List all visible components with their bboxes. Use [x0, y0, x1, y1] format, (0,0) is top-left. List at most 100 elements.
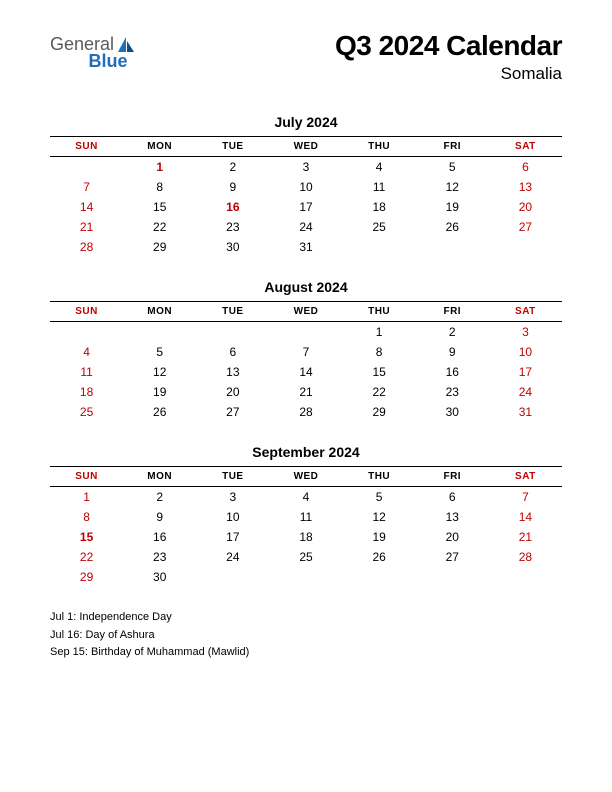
day-cell: 29 — [50, 567, 123, 587]
day-cell-empty — [269, 567, 342, 587]
day-cell: 25 — [50, 402, 123, 422]
page-title: Q3 2024 Calendar — [335, 30, 562, 62]
day-cell: 19 — [123, 382, 196, 402]
day-cell: 1 — [343, 322, 416, 343]
day-cell: 31 — [269, 237, 342, 257]
day-cell-empty — [123, 322, 196, 343]
day-header: SUN — [50, 302, 123, 322]
calendar-table: SUNMONTUEWEDTHUFRISAT1234567891011121314… — [50, 466, 562, 587]
day-cell: 26 — [123, 402, 196, 422]
day-cell: 11 — [269, 507, 342, 527]
day-cell: 2 — [123, 487, 196, 508]
day-cell: 7 — [50, 177, 123, 197]
day-cell-empty — [50, 157, 123, 178]
day-cell-empty — [343, 567, 416, 587]
day-cell: 14 — [269, 362, 342, 382]
day-cell: 30 — [416, 402, 489, 422]
day-cell: 30 — [196, 237, 269, 257]
day-header: SAT — [489, 302, 562, 322]
day-cell: 5 — [416, 157, 489, 178]
day-cell-empty — [269, 322, 342, 343]
day-cell: 10 — [489, 342, 562, 362]
day-cell: 15 — [50, 527, 123, 547]
day-cell: 16 — [196, 197, 269, 217]
title-block: Q3 2024 Calendar Somalia — [335, 30, 562, 84]
day-cell: 26 — [416, 217, 489, 237]
holiday-entry: Jul 16: Day of Ashura — [50, 627, 562, 645]
holiday-entry: Jul 1: Independence Day — [50, 609, 562, 627]
holiday-list: Jul 1: Independence DayJul 16: Day of As… — [50, 609, 562, 662]
day-cell: 15 — [343, 362, 416, 382]
day-cell: 22 — [123, 217, 196, 237]
day-cell-empty — [196, 322, 269, 343]
day-cell: 17 — [269, 197, 342, 217]
day-cell: 28 — [489, 547, 562, 567]
day-cell: 20 — [489, 197, 562, 217]
day-header: WED — [269, 137, 342, 157]
day-cell: 20 — [196, 382, 269, 402]
day-cell-empty — [196, 567, 269, 587]
day-header: FRI — [416, 137, 489, 157]
day-cell: 27 — [196, 402, 269, 422]
calendar-table: SUNMONTUEWEDTHUFRISAT1234567891011121314… — [50, 136, 562, 257]
day-cell: 8 — [50, 507, 123, 527]
day-cell: 4 — [343, 157, 416, 178]
day-cell: 19 — [343, 527, 416, 547]
page-subtitle: Somalia — [335, 64, 562, 84]
day-cell: 13 — [416, 507, 489, 527]
day-cell: 9 — [196, 177, 269, 197]
day-cell: 25 — [269, 547, 342, 567]
day-cell: 17 — [196, 527, 269, 547]
day-cell: 1 — [50, 487, 123, 508]
day-cell: 24 — [489, 382, 562, 402]
day-cell: 28 — [50, 237, 123, 257]
day-cell: 6 — [416, 487, 489, 508]
day-cell: 21 — [269, 382, 342, 402]
day-cell-empty — [489, 567, 562, 587]
day-header: THU — [343, 467, 416, 487]
calendar-table: SUNMONTUEWEDTHUFRISAT1234567891011121314… — [50, 301, 562, 422]
holiday-entry: Sep 15: Birthday of Muhammad (Mawlid) — [50, 644, 562, 662]
day-cell: 4 — [269, 487, 342, 508]
day-cell: 12 — [123, 362, 196, 382]
day-cell: 4 — [50, 342, 123, 362]
day-header: SAT — [489, 137, 562, 157]
day-cell: 3 — [489, 322, 562, 343]
day-cell: 16 — [416, 362, 489, 382]
day-cell: 6 — [196, 342, 269, 362]
day-cell: 2 — [416, 322, 489, 343]
day-cell: 3 — [196, 487, 269, 508]
logo: GeneralBlue — [50, 34, 136, 72]
day-header: MON — [123, 302, 196, 322]
day-cell: 1 — [123, 157, 196, 178]
day-cell: 29 — [343, 402, 416, 422]
day-cell: 24 — [269, 217, 342, 237]
day-header: WED — [269, 302, 342, 322]
day-cell-empty — [50, 322, 123, 343]
day-cell-empty — [489, 237, 562, 257]
day-cell: 20 — [416, 527, 489, 547]
day-cell: 19 — [416, 197, 489, 217]
day-cell: 11 — [50, 362, 123, 382]
day-cell: 14 — [50, 197, 123, 217]
day-cell: 28 — [269, 402, 342, 422]
day-cell: 9 — [416, 342, 489, 362]
day-header: MON — [123, 137, 196, 157]
calendar-container: July 2024SUNMONTUEWEDTHUFRISAT1234567891… — [50, 114, 562, 587]
day-cell: 21 — [50, 217, 123, 237]
day-cell: 23 — [196, 217, 269, 237]
day-cell: 22 — [343, 382, 416, 402]
day-header: THU — [343, 302, 416, 322]
day-cell-empty — [416, 567, 489, 587]
day-cell: 12 — [343, 507, 416, 527]
day-cell-empty — [416, 237, 489, 257]
day-header: THU — [343, 137, 416, 157]
day-cell: 30 — [123, 567, 196, 587]
day-header: SUN — [50, 137, 123, 157]
day-header: FRI — [416, 467, 489, 487]
day-header: WED — [269, 467, 342, 487]
day-cell: 6 — [489, 157, 562, 178]
day-cell: 7 — [269, 342, 342, 362]
day-cell: 2 — [196, 157, 269, 178]
day-header: TUE — [196, 302, 269, 322]
